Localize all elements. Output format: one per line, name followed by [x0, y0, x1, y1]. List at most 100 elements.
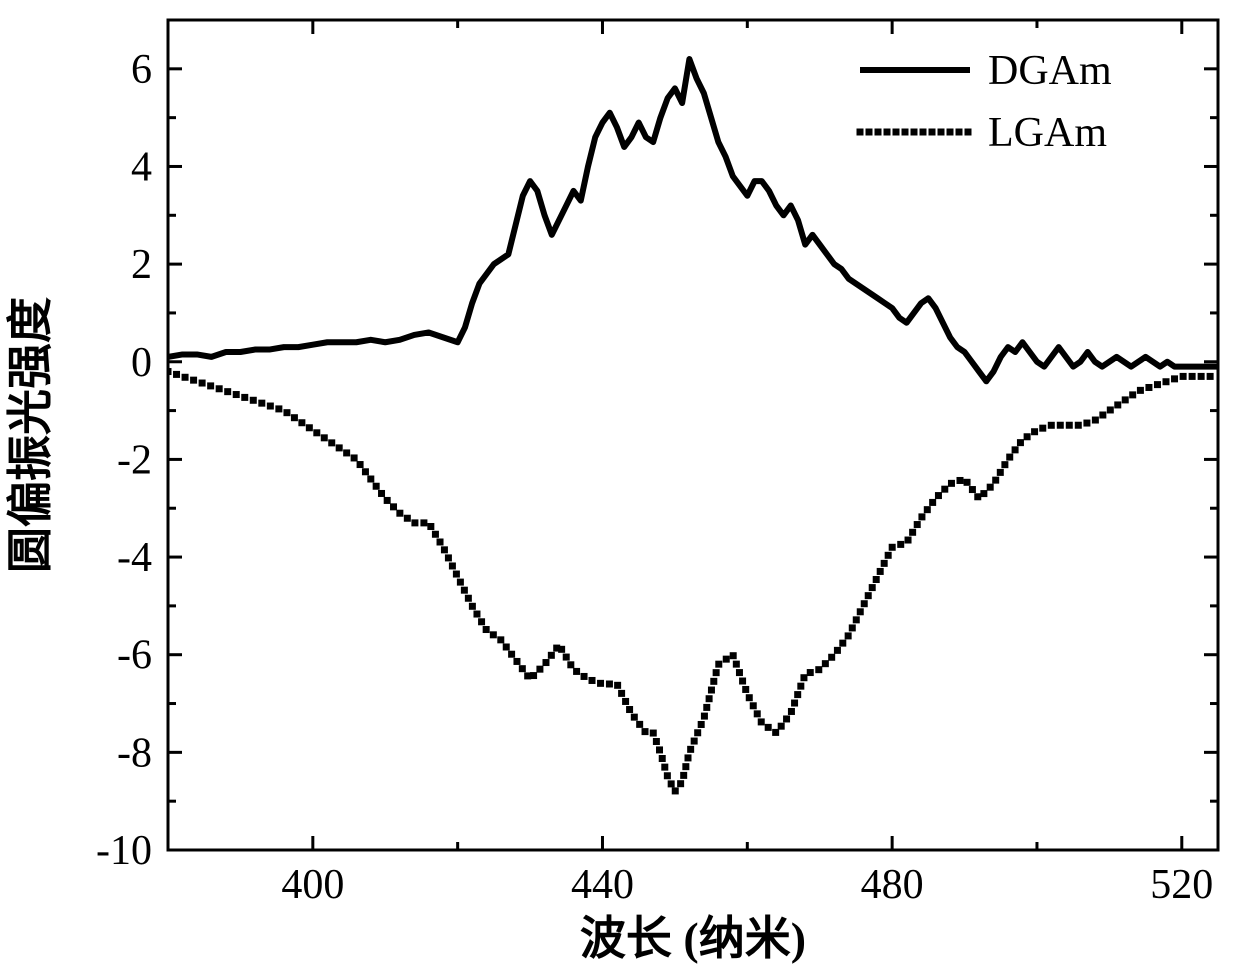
- series-dot: [581, 673, 588, 680]
- series-dot: [420, 519, 427, 526]
- series-dot: [497, 636, 504, 643]
- series-dot: [404, 515, 411, 522]
- series-dot: [1129, 391, 1136, 398]
- series-dot: [558, 646, 565, 653]
- series-dot: [909, 529, 916, 536]
- series-dot: [865, 592, 872, 599]
- series-dot: [849, 624, 856, 631]
- series-dot: [739, 678, 746, 685]
- legend-swatch-dot: [902, 129, 909, 136]
- series-dot: [885, 552, 892, 559]
- series-dot: [956, 477, 963, 484]
- series-dot: [905, 537, 912, 544]
- series-dot: [708, 687, 715, 694]
- series-dot: [548, 652, 555, 659]
- series-dot: [807, 669, 814, 676]
- series-dot: [869, 584, 876, 591]
- series-dot: [508, 651, 515, 658]
- y-tick-label: 6: [131, 47, 152, 93]
- cpl-spectrum-chart: 400440480520-10-8-6-4-20246波长 (纳米)圆偏振光强度…: [0, 0, 1240, 964]
- series-dot: [941, 486, 948, 493]
- series-dot: [351, 454, 358, 461]
- series-dot: [873, 576, 880, 583]
- series-dot: [563, 654, 570, 661]
- series-dot: [845, 632, 852, 639]
- series-dot: [694, 729, 701, 736]
- series-dot: [997, 469, 1004, 476]
- series-dot: [275, 405, 282, 412]
- series-dot: [1066, 422, 1073, 429]
- series-dot: [918, 513, 925, 520]
- series-dot: [703, 704, 710, 711]
- series-dot: [1145, 384, 1152, 391]
- series-dot: [758, 718, 765, 725]
- series-dot: [672, 787, 679, 794]
- series-dot: [1099, 411, 1106, 418]
- series-dot: [772, 729, 779, 736]
- series-dot: [224, 388, 231, 395]
- series-dot: [788, 708, 795, 715]
- series-dot: [378, 490, 385, 497]
- series-dot: [589, 677, 596, 684]
- legend-swatch-dot: [884, 129, 891, 136]
- y-tick-label: -4: [117, 535, 152, 581]
- series-dot: [650, 730, 657, 737]
- series-dot: [834, 647, 841, 654]
- series-dot: [1189, 373, 1196, 380]
- series-dot: [974, 493, 981, 500]
- series-dot: [465, 595, 472, 602]
- series-dot: [877, 568, 884, 575]
- series-dot: [291, 414, 298, 421]
- series-dot: [661, 764, 668, 771]
- series-dot: [881, 560, 888, 567]
- series-dot: [730, 652, 737, 659]
- series-dot: [328, 439, 335, 446]
- series-dot: [1154, 381, 1161, 388]
- series-dot: [857, 608, 864, 615]
- series-dot: [573, 668, 580, 675]
- series-dot: [929, 499, 936, 506]
- series-dot: [800, 674, 807, 681]
- series-dot: [664, 772, 671, 779]
- series-dot: [384, 497, 391, 504]
- series-dot: [794, 691, 801, 698]
- series-dot: [992, 477, 999, 484]
- series-dot: [173, 371, 180, 378]
- series-dot: [357, 461, 364, 468]
- legend-swatch-dot: [866, 129, 873, 136]
- y-tick-label: -2: [117, 437, 152, 483]
- series-dot: [822, 660, 829, 667]
- series-dot: [1207, 373, 1214, 380]
- series-dot: [199, 380, 206, 387]
- series-dot: [1075, 422, 1082, 429]
- series-dot: [473, 611, 480, 618]
- series-dot: [618, 690, 625, 697]
- series-dot: [1039, 425, 1046, 432]
- series-dot: [614, 682, 621, 689]
- series-dot: [490, 631, 497, 638]
- series-dot: [1198, 373, 1205, 380]
- legend-swatch-dot: [947, 129, 954, 136]
- series-dot: [606, 681, 613, 688]
- y-tick-label: 2: [131, 242, 152, 288]
- x-tick-label: 480: [861, 862, 924, 908]
- series-dot: [706, 695, 713, 702]
- legend-swatch-dot: [920, 129, 927, 136]
- series-dot: [457, 579, 464, 586]
- x-tick-label: 400: [281, 862, 344, 908]
- series-dot: [969, 486, 976, 493]
- series-dot: [190, 377, 197, 384]
- series-dot: [677, 780, 684, 787]
- series-dot: [783, 715, 790, 722]
- series-dot: [1057, 422, 1064, 429]
- series-dot: [432, 531, 439, 538]
- series-dot: [390, 503, 397, 510]
- series-dot: [980, 490, 987, 497]
- series-dot: [642, 728, 649, 735]
- series-dot: [1083, 420, 1090, 427]
- series-dot: [1107, 406, 1114, 413]
- series-dot: [685, 754, 692, 761]
- series-dot: [427, 523, 434, 530]
- y-tick-label: -8: [117, 730, 152, 776]
- series-dot: [710, 678, 717, 685]
